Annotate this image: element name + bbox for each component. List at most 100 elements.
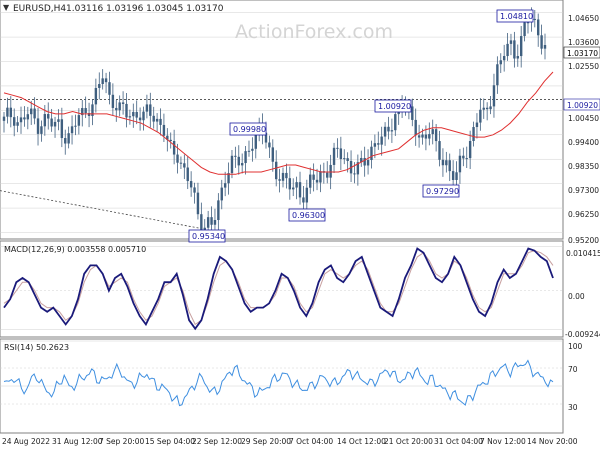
level-price-marker: [563, 98, 600, 111]
price-ytick: 0.97300: [568, 186, 599, 195]
candle-body: [448, 160, 451, 172]
candle-body: [353, 173, 356, 175]
candle-body: [275, 161, 278, 180]
candle-body: [251, 148, 254, 151]
candle-body: [506, 43, 509, 57]
candle-body: [121, 102, 125, 104]
macd-ytick: 0.010415: [566, 249, 600, 258]
candle-body: [428, 134, 431, 139]
candle-body: [496, 64, 499, 86]
candle-body: [179, 162, 183, 164]
candle-body: [244, 151, 247, 164]
candle-body: [305, 187, 309, 203]
candle-body: [186, 167, 189, 182]
candle-body: [370, 146, 373, 161]
moving-average-path: [3, 71, 554, 175]
annotation-label: 1.00920: [378, 102, 411, 111]
macd-title: MACD(12,26,9) 0.003558 0.005710: [4, 245, 146, 254]
candle-body: [36, 118, 40, 134]
candle-body: [421, 134, 424, 138]
candle-body: [115, 107, 118, 111]
annotation-label: 0.96300: [292, 211, 325, 220]
candle-body: [485, 107, 489, 110]
candle-body: [543, 45, 547, 49]
candle-body: [390, 130, 394, 132]
current-price-label: 1.03170: [567, 49, 598, 58]
candle-body: [213, 220, 217, 225]
candle-body: [220, 187, 223, 201]
x-tick-label: 14 Nov 20:00: [527, 437, 578, 446]
candle-body: [411, 106, 414, 120]
candle-body: [16, 122, 19, 126]
candle-body: [366, 160, 370, 166]
candle-body: [292, 187, 295, 190]
candle-body: [189, 181, 193, 188]
candle-body: [380, 136, 383, 145]
candle-body: [414, 119, 417, 136]
candle-body: [172, 141, 176, 155]
price-grid: [0, 12, 563, 233]
annotation-box: [188, 229, 226, 243]
x-tick-label: 21 Oct 20:00: [384, 437, 433, 446]
rsi-grid: [0, 340, 563, 405]
candle-body: [339, 148, 343, 160]
candle-body: [135, 111, 138, 118]
candle-body: [104, 78, 108, 83]
candle-body: [329, 164, 332, 178]
candle-body: [125, 103, 128, 118]
macd-line: [3, 247, 554, 331]
candle-body: [142, 111, 145, 121]
candle-body: [523, 22, 526, 37]
candle-body: [237, 156, 240, 166]
candle-body: [540, 35, 543, 49]
candle-body: [166, 135, 169, 140]
x-tick-label: 7 Sep 20:00: [99, 437, 145, 446]
candle-body: [33, 108, 36, 119]
candle-body: [319, 171, 322, 183]
x-tick-label: 7 Nov 12:00: [480, 437, 526, 446]
candlestick-series: [2, 7, 547, 243]
candle-body: [513, 40, 516, 59]
candle-body: [383, 126, 387, 137]
price-dropdown-icon[interactable]: ▼: [3, 3, 10, 12]
annotation-box: [422, 184, 460, 198]
candle-body: [394, 114, 397, 131]
x-tick-label: 7 Oct 04:00: [289, 437, 333, 446]
rsi-ytick: 100: [568, 342, 583, 351]
candle-body: [431, 129, 434, 135]
candle-body: [47, 114, 50, 119]
candle-body: [81, 108, 84, 116]
candle-body: [526, 22, 530, 24]
candle-body: [360, 157, 363, 163]
candle-body: [108, 82, 111, 95]
candle-body: [60, 119, 64, 139]
candle-body: [295, 182, 298, 188]
candle-body: [438, 141, 441, 160]
candle-body: [315, 179, 319, 183]
candle-body: [84, 108, 87, 114]
dotted-trendline: [0, 190, 206, 230]
candle-body: [465, 158, 468, 160]
candle-body: [472, 127, 475, 142]
current-price-marker: [563, 46, 600, 59]
candle-body: [101, 78, 104, 85]
candle-body: [519, 36, 523, 57]
price-ytick: 1.00450: [568, 114, 599, 123]
candle-body: [145, 104, 149, 112]
candle-body: [247, 150, 251, 152]
candle-body: [50, 118, 53, 127]
candle-body: [6, 107, 9, 117]
candle-body: [451, 171, 455, 180]
candle-body: [43, 114, 47, 127]
candle-body: [118, 102, 121, 111]
candle-body: [128, 116, 132, 118]
candle-body: [64, 138, 67, 144]
candle-body: [91, 104, 94, 117]
candle-body: [19, 117, 23, 123]
rsi-ytick: 70: [568, 365, 578, 374]
candle-body: [217, 200, 220, 221]
macd-ytick: 0.00: [568, 292, 585, 301]
candle-body: [482, 107, 485, 110]
candle-body: [462, 155, 465, 159]
